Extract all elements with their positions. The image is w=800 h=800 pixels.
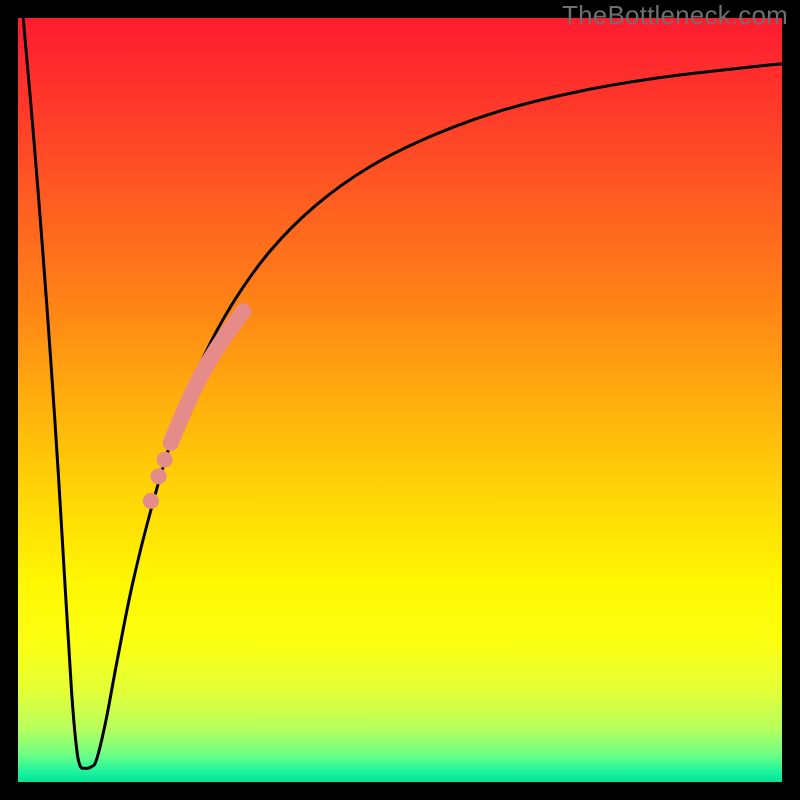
chart-container: TheBottleneck.com [0,0,800,800]
bottleneck-chart [0,0,800,800]
highlight-dot [151,468,167,484]
highlight-dot [143,493,159,509]
chart-gradient-background [18,18,782,782]
highlight-dot [157,452,173,468]
